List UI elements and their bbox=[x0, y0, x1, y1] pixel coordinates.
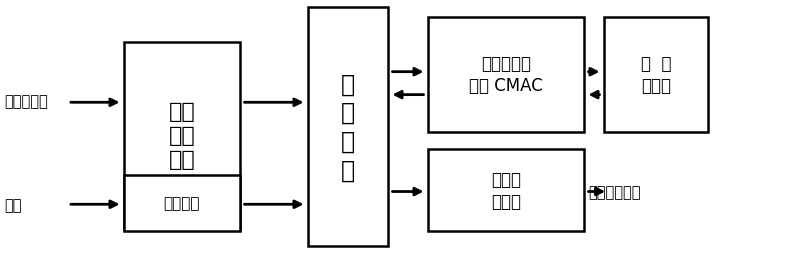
Text: 传感器信号: 传感器信号 bbox=[4, 94, 48, 109]
Bar bbox=[124, 43, 240, 229]
Text: 铁  电
存储器: 铁 电 存储器 bbox=[641, 55, 671, 94]
Text: 微
处
理
器: 微 处 理 器 bbox=[341, 72, 355, 182]
Bar bbox=[604, 18, 708, 132]
Bar bbox=[428, 150, 584, 231]
Text: 信号
调理
电路: 信号 调理 电路 bbox=[169, 102, 195, 170]
Bar bbox=[124, 175, 240, 231]
Bar bbox=[308, 8, 388, 246]
Text: 功率驱
动电路: 功率驱 动电路 bbox=[491, 171, 521, 210]
Text: 进气控制系统: 进气控制系统 bbox=[588, 184, 641, 199]
Text: 电源: 电源 bbox=[4, 197, 22, 212]
Text: 小脑关节控
制器 CMAC: 小脑关节控 制器 CMAC bbox=[469, 55, 543, 94]
Bar bbox=[428, 18, 584, 132]
Text: 电源检测: 电源检测 bbox=[164, 196, 200, 211]
